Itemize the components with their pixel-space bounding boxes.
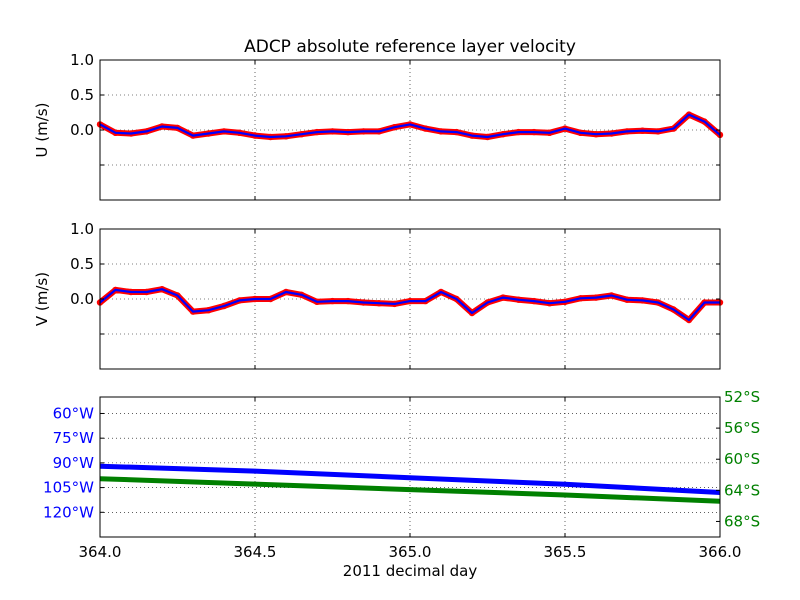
longitude-series-line xyxy=(99,463,721,495)
u-ticks: 0.0 0.5 1.0 xyxy=(70,51,721,200)
longitude-tick-label: 120°W xyxy=(43,503,94,521)
v-series-line xyxy=(99,288,720,322)
latitude-tick-label: 52°S xyxy=(724,388,760,406)
v-ylabel: V (m/s) xyxy=(33,272,51,326)
longitude-tick-label: 60°W xyxy=(53,404,95,422)
u-y-tick-label: 0.5 xyxy=(70,86,94,104)
x-tick-label: 366.0 xyxy=(699,543,742,561)
latitude-tick-label: 68°S xyxy=(724,512,760,530)
v-y-tick-label: 0.5 xyxy=(70,255,94,273)
u-y-tick-label: 1.0 xyxy=(70,51,94,69)
v-y-tick-label: 1.0 xyxy=(70,220,94,238)
position-panel: 364.0 364.5 365.0 365.5 366.0 60°W 75°W 90°W 105… xyxy=(43,388,760,580)
v-y-tick-label: 0.0 xyxy=(70,290,94,308)
x-tick-label: 364.0 xyxy=(79,543,122,561)
longitude-tick-label: 75°W xyxy=(53,429,95,447)
chart-title: ADCP absolute reference layer velocity xyxy=(244,37,576,57)
u-ylabel: U (m/s) xyxy=(33,103,51,158)
position-series xyxy=(99,463,721,504)
v-ticks: 0.0 0.5 1.0 xyxy=(70,220,721,369)
u-series-line xyxy=(99,113,721,139)
x-tick-label: 364.5 xyxy=(234,543,277,561)
longitude-tick-label: 90°W xyxy=(53,454,95,472)
latitude-tick-label: 56°S xyxy=(724,419,760,437)
latitude-tick-label: 64°S xyxy=(724,481,760,499)
x-tick-label: 365.0 xyxy=(389,543,432,561)
x-tick-label: 365.5 xyxy=(544,543,587,561)
latitude-tick-label: 60°S xyxy=(724,450,760,468)
latitude-series-line xyxy=(99,476,721,504)
position-ticks: 364.0 364.5 365.0 365.5 366.0 60°W 75°W 90°W 105… xyxy=(43,388,760,561)
u-series xyxy=(96,111,724,141)
u-velocity-panel: 0.0 0.5 1.0 U (m/s) xyxy=(33,51,724,201)
v-velocity-panel: 0.0 0.5 1.0 V (m/s) xyxy=(33,220,724,370)
longitude-tick-label: 105°W xyxy=(43,479,94,497)
v-series xyxy=(96,286,724,324)
x-axis-label: 2011 decimal day xyxy=(343,562,478,580)
u-y-tick-label: 0.0 xyxy=(70,121,94,139)
